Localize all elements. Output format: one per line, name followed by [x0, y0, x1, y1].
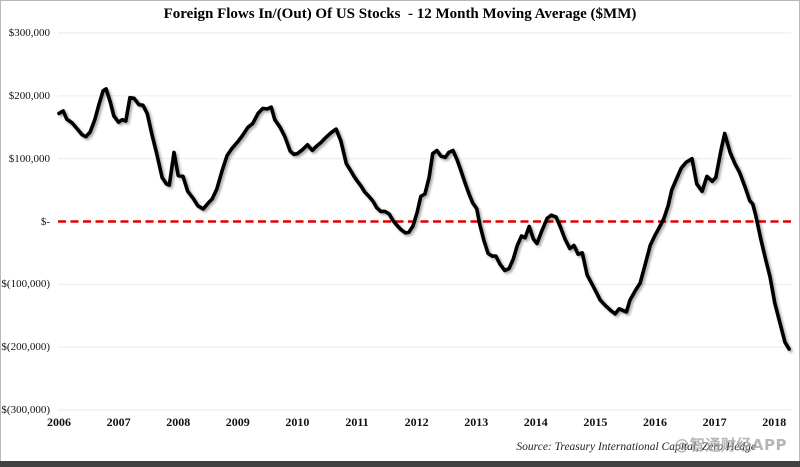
x-tick-label: 2006	[47, 415, 71, 429]
y-tick-label: $200,000	[8, 89, 50, 102]
x-tick-label: 2007	[106, 415, 131, 429]
y-tick-label: $-	[40, 215, 50, 228]
gridlines	[58, 32, 791, 411]
y-tick-label: $300,000	[8, 27, 50, 39]
x-tick-label: 2011	[345, 415, 369, 429]
x-tick-label: 2010	[285, 415, 310, 429]
x-tick-label: 2013	[464, 415, 489, 429]
x-tick-label: 2016	[643, 415, 667, 429]
x-tick-label: 2009	[225, 415, 250, 429]
source-credit: Source: Treasury International Capital, …	[516, 441, 756, 453]
data-line	[57, 87, 791, 351]
chart-title: Foreign Flows In/(Out) Of US Stocks - 12…	[163, 6, 637, 22]
y-tick-label: $100,000	[8, 152, 50, 165]
watermark-text: @智通财经APP	[674, 436, 787, 454]
x-tick-label: 2008	[166, 415, 191, 429]
moving-average-line	[57, 87, 791, 351]
x-tick-label: 2018	[762, 415, 787, 429]
x-tick-label: 2012	[404, 415, 429, 429]
y-tick-label: $(100,000)	[1, 278, 50, 291]
bottom-bar	[0, 461, 800, 467]
x-tick-label: 2014	[523, 415, 548, 429]
y-tick-label: $(300,000)	[1, 404, 50, 416]
y-tick-label: $(200,000)	[1, 341, 50, 354]
x-tick-label: 2017	[702, 415, 727, 429]
x-tick-label: 2015	[583, 415, 608, 429]
